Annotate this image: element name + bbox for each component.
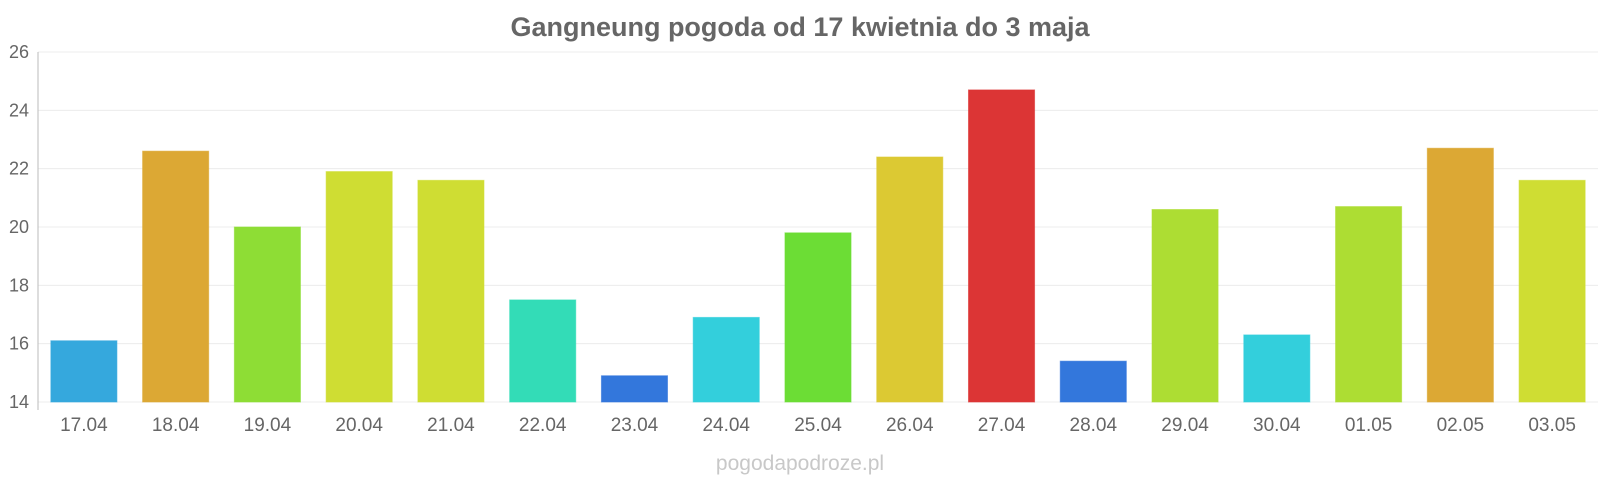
- bar-20.04[interactable]: [325, 171, 393, 403]
- y-tick-label: 22: [9, 159, 29, 179]
- x-tick-label: 30.04: [1253, 415, 1301, 436]
- x-tick-label: 02.05: [1437, 415, 1485, 436]
- bars: [50, 89, 1586, 403]
- y-tick-label: 16: [9, 334, 29, 354]
- x-tick-label: 18.04: [152, 415, 200, 436]
- x-tick-label: 28.04: [1070, 415, 1118, 436]
- bar-19.04[interactable]: [233, 226, 301, 403]
- x-tick-label: 21.04: [427, 415, 475, 436]
- x-tick-label: 03.05: [1528, 415, 1576, 436]
- bar-29.04[interactable]: [1151, 209, 1219, 403]
- x-tick-label: 25.04: [794, 415, 842, 436]
- x-tick-label: 29.04: [1161, 415, 1209, 436]
- x-tick-label: 27.04: [978, 415, 1026, 436]
- bar-22.04[interactable]: [509, 299, 577, 403]
- bar-24.04[interactable]: [692, 316, 760, 403]
- y-tick-label: 18: [9, 275, 29, 295]
- x-tick-label: 23.04: [611, 415, 659, 436]
- y-axis-ticks: 14 16 18 20 22 24 26: [9, 42, 29, 412]
- bar-21.04[interactable]: [417, 179, 485, 403]
- x-tick-label: 17.04: [60, 415, 108, 436]
- watermark-text: pogodapodroze.pl: [716, 452, 884, 475]
- bar-23.04[interactable]: [600, 375, 669, 403]
- bar-01.05[interactable]: [1335, 206, 1403, 403]
- x-tick-label: 24.04: [702, 415, 750, 436]
- bar-25.04[interactable]: [784, 232, 852, 403]
- bar-02.05[interactable]: [1426, 147, 1494, 403]
- x-tick-label: 01.05: [1345, 415, 1393, 436]
- y-tick-label: 20: [9, 217, 29, 237]
- x-tick-label: 26.04: [886, 415, 934, 436]
- bar-27.04[interactable]: [967, 89, 1036, 403]
- x-tick-label: 22.04: [519, 415, 567, 436]
- bar-18.04[interactable]: [142, 150, 210, 403]
- y-tick-label: 26: [9, 42, 29, 62]
- bar-30.04[interactable]: [1243, 334, 1311, 403]
- bar-28.04[interactable]: [1059, 360, 1127, 403]
- x-axis-ticks: 17.04 18.04 19.04 20.04 21.04 22.04 23.04 24.04…: [60, 415, 1576, 436]
- chart-title: Gangneung pogoda od 17 kwietnia do 3 maj…: [510, 12, 1090, 42]
- y-tick-label: 24: [9, 100, 29, 120]
- bar-03.05[interactable]: [1518, 179, 1586, 403]
- x-tick-label: 20.04: [335, 415, 383, 436]
- bar-26.04[interactable]: [876, 156, 944, 403]
- bar-17.04[interactable]: [50, 340, 118, 403]
- y-tick-label: 14: [9, 392, 29, 412]
- x-tick-label: 19.04: [244, 415, 292, 436]
